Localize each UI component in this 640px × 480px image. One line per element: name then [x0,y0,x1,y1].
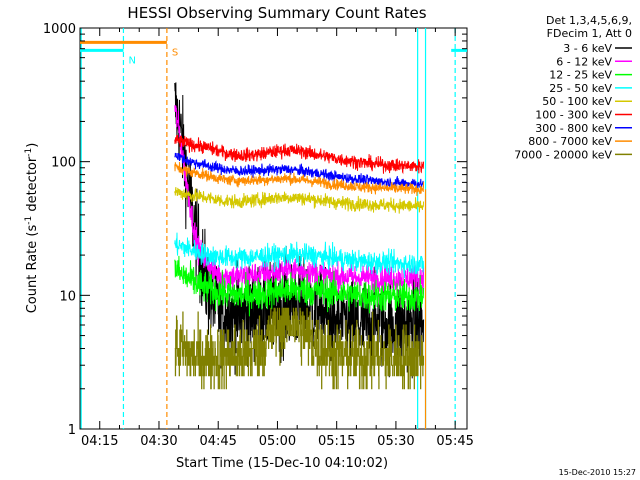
series-line-4 [174,187,425,214]
legend: Det 1,3,4,5,6,9, FDecim 1, Att 0 3 - 6 k… [514,14,632,161]
legend-label-0: 3 - 6 keV [563,42,612,55]
y-tick-label-3: 1000 [43,22,76,37]
y-axis: 1 10 100 1000 [43,22,467,438]
timestamp: 15-Dec-2010 15:27 [559,468,636,477]
plot-frame [79,27,468,430]
series-line-5 [174,134,425,175]
y-tick-label-0: 1 [68,423,76,438]
legend-label-8: 7000 - 20000 keV [514,148,612,161]
y-axis-label-sup1: -1 [24,216,34,225]
x-tick-label-2: 04:45 [199,434,236,449]
series-line-7 [174,161,425,197]
series-line-6 [174,152,425,190]
y-axis-label: Count Rate (s-1 detector-1) [24,143,40,314]
y-tick-label-1: 10 [59,289,76,304]
marker-label-1: S [172,47,178,58]
legend-header-line-1: Det 1,3,4,5,6,9, [546,14,632,27]
series-layer [174,82,427,429]
legend-label-5: 100 - 300 keV [535,109,612,122]
series-line-2 [174,255,425,317]
x-tick-label-0: 04:15 [81,434,118,449]
marker-label-0: N [128,55,135,66]
y-axis-label-end: ) [25,143,40,148]
legend-label-7: 800 - 7000 keV [528,135,612,148]
legend-header-line-2: FDecim 1, Att 0 [547,27,632,40]
chart-title: HESSI Observing Summary Count Rates [127,4,426,22]
x-tick-label-3: 05:00 [259,434,296,449]
y-axis-label-main: Count Rate (s [25,225,40,314]
x-tick-label-4: 05:15 [318,434,355,449]
x-tick-label-6: 05:45 [436,434,473,449]
y-tick-label-2: 100 [51,156,76,171]
series-line-3 [174,232,425,278]
x-axis-label: Start Time (15-Dec-10 04:10:02) [176,456,388,471]
marker-labels: NS [128,47,178,66]
series-line-8 [174,307,425,390]
plot-area: NS [79,27,468,430]
y-axis-label-sup2: -1 [24,148,34,157]
legend-label-3: 25 - 50 keV [549,82,612,95]
x-tick-label-1: 04:30 [140,434,177,449]
legend-label-1: 6 - 12 keV [556,55,612,68]
legend-label-4: 50 - 100 keV [542,95,612,108]
legend-label-6: 300 - 800 keV [535,122,612,135]
y-axis-label-mid: detector [25,156,40,216]
night-bars [80,40,467,52]
x-axis: 04:15 04:30 04:45 05:00 05:15 05:30 05:45 [79,28,474,449]
x-tick-label-5: 05:30 [377,434,414,449]
legend-label-2: 12 - 25 keV [549,69,612,82]
